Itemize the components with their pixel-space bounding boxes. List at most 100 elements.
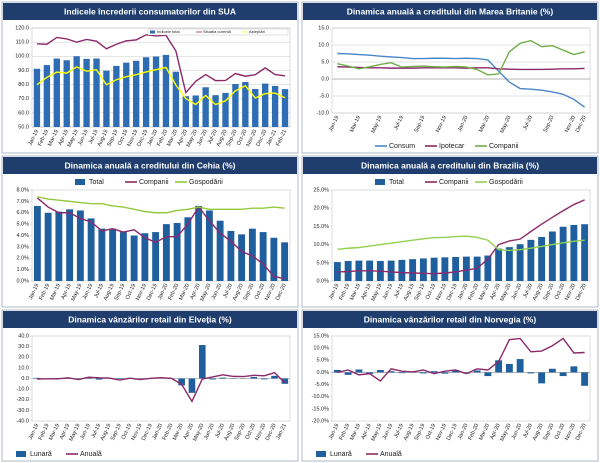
x-tick-label: Jul-20 <box>222 283 234 299</box>
bar <box>95 378 103 380</box>
y-tick-label: 15.0% <box>313 224 329 230</box>
bar <box>281 89 289 127</box>
y-tick-label: 0.0 <box>321 76 329 82</box>
bar <box>387 260 395 281</box>
bar <box>250 377 258 379</box>
bar <box>75 378 82 380</box>
bar <box>473 370 481 373</box>
bar <box>173 222 181 281</box>
bar <box>281 242 289 281</box>
bar <box>271 375 278 379</box>
y-tick-label: 5.0 <box>321 59 329 65</box>
line-series <box>37 371 286 403</box>
bar <box>66 209 74 281</box>
bar <box>242 82 249 127</box>
bar <box>182 96 189 127</box>
y-tick-label: 100.0 <box>15 54 29 60</box>
y-tick-label: 20.0% <box>313 206 329 212</box>
x-tick-label: Jul-20 <box>522 283 534 299</box>
y-tick-label: -10.0 <box>16 387 29 393</box>
bar <box>548 231 556 281</box>
bar <box>355 369 363 373</box>
bar <box>103 70 110 127</box>
bar <box>195 205 203 281</box>
bar <box>133 60 140 127</box>
chart-title: Dinamica anuală a creditului din Marea B… <box>347 6 554 16</box>
legend-swatch <box>150 30 155 34</box>
bar <box>484 255 492 281</box>
line-series <box>36 66 286 106</box>
panel-frame <box>301 309 599 462</box>
legend-label: Lunară <box>330 451 352 458</box>
bar <box>119 232 127 281</box>
bar <box>162 224 170 281</box>
y-tick-label: 1.0% <box>16 267 29 273</box>
bar <box>462 256 470 281</box>
bar <box>495 360 503 373</box>
y-tick-label: 3.0% <box>16 244 29 250</box>
bar <box>33 377 41 379</box>
chart-title: Dinamica anuală a creditului din Brazili… <box>361 160 539 170</box>
bar <box>581 372 589 386</box>
bar <box>430 257 438 281</box>
bar <box>376 370 384 373</box>
legend-label: Companii <box>439 179 469 186</box>
bar <box>259 232 267 281</box>
y-tick-label: -10.0% <box>312 394 330 400</box>
bar <box>441 372 449 374</box>
y-tick-label: 0.0% <box>316 278 329 284</box>
bar <box>141 233 149 281</box>
bar <box>252 88 259 127</box>
legend-label: Așteptări <box>249 29 265 34</box>
bar <box>559 226 567 281</box>
y-tick-label: -20.0% <box>312 418 330 424</box>
title-bar <box>303 3 597 20</box>
y-tick-label: 15.0% <box>313 333 329 339</box>
legend-label: Consum <box>389 143 415 150</box>
bar <box>83 58 90 127</box>
title-bar <box>303 311 597 328</box>
bar <box>43 65 51 127</box>
bar <box>63 60 70 128</box>
bar <box>441 257 449 281</box>
y-tick-label: -15.0% <box>312 406 330 412</box>
bar <box>113 65 120 127</box>
legend-swatch <box>316 451 326 457</box>
legend-swatch <box>75 179 85 185</box>
bar <box>270 237 278 281</box>
bar <box>344 372 352 375</box>
title-bar <box>303 157 597 174</box>
x-tick-label: Jul-19 <box>393 283 405 299</box>
bar <box>570 224 578 281</box>
line-series <box>337 337 585 382</box>
bar <box>419 372 427 374</box>
legend-label: Lunară <box>30 451 52 458</box>
y-tick-label: 5.0% <box>316 260 329 266</box>
y-tick-label: -20.0 <box>16 397 29 403</box>
x-tick-label: Jul-20 <box>522 115 534 131</box>
y-tick-label: 4.0% <box>16 233 29 239</box>
legend-label: Anuală <box>80 451 102 458</box>
chart-title: Dinamica vânzărilor retail din Norvegia … <box>364 314 537 324</box>
bar <box>516 244 524 281</box>
y-tick-label: 90.0 <box>18 68 29 74</box>
legend-swatch <box>16 451 26 457</box>
bar <box>44 212 52 281</box>
chart-panel: Indicele încrederii consumatorilor din S… <box>1 1 299 154</box>
y-tick-label: 70.0 <box>18 96 29 102</box>
bar <box>409 259 417 281</box>
legend-label: Situația curentă <box>203 29 232 34</box>
bar <box>398 372 406 374</box>
y-tick-label: 50.0 <box>18 124 29 130</box>
x-tick-label: Jul-20 <box>214 423 226 439</box>
bar <box>205 210 213 281</box>
y-tick-label: 20.0 <box>18 355 29 361</box>
y-tick-label: -30.0 <box>16 408 29 414</box>
x-tick-label: Jul-19 <box>90 423 102 439</box>
y-tick-label: 0.0% <box>16 278 29 284</box>
bar <box>232 84 239 127</box>
bar <box>162 54 170 127</box>
bar <box>73 56 80 127</box>
bar <box>260 378 268 380</box>
